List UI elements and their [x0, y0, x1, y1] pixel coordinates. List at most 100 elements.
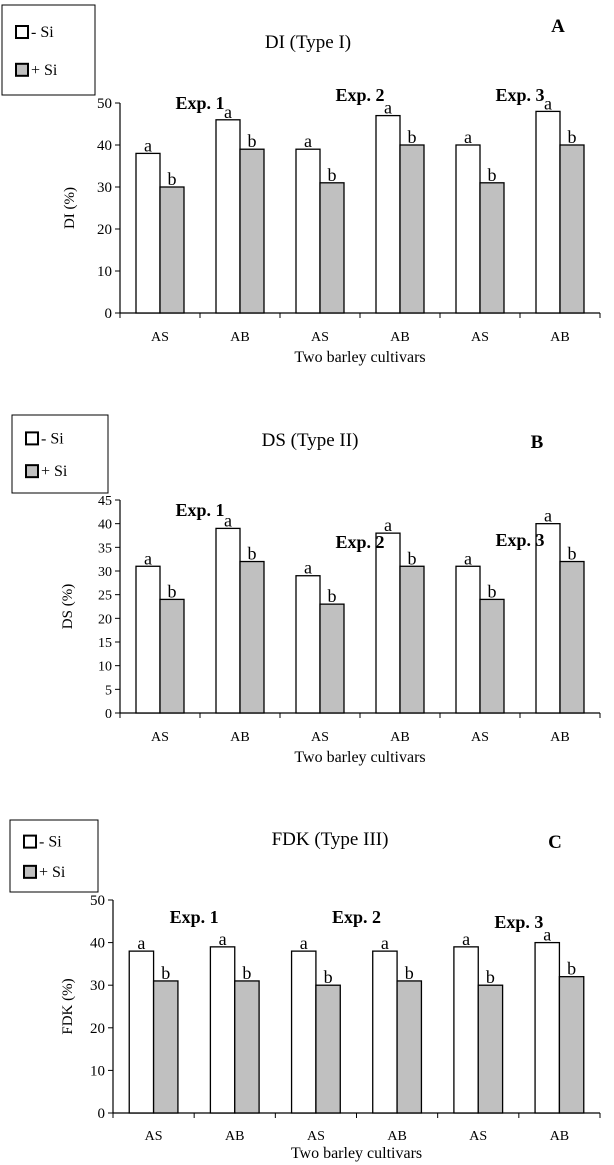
chart-panel-c: - Si + Si FDK (Type III) C 0 10 20 30 40 50 FDK (%… [0, 800, 614, 1165]
y-tick-label: 40 [90, 936, 105, 952]
y-tick-label: 0 [98, 1106, 106, 1122]
significance-letter: b [408, 127, 417, 147]
bar-minus-si [535, 110, 561, 314]
significance-letter: b [568, 544, 577, 564]
significance-letter: a [224, 510, 232, 530]
significance-letter: b [168, 581, 177, 601]
panel-letter: A [551, 16, 565, 37]
legend-label-minus-si: - Si [39, 834, 62, 851]
legend-label-plus-si: + Si [41, 463, 68, 480]
panel-letter: B [531, 432, 544, 453]
y-tick-label: 10 [98, 660, 112, 675]
y-tick-label: 20 [98, 612, 112, 627]
significance-letter: a [462, 929, 470, 949]
chart-title: DI (Type I) [265, 32, 351, 53]
legend-label-minus-si: - Si [31, 24, 54, 41]
significance-letter: a [384, 98, 392, 118]
legend-swatch-plus-si [25, 464, 39, 479]
x-tick-label: AS [151, 730, 169, 745]
y-tick-label: 45 [98, 494, 112, 509]
bar-plus-si [234, 980, 260, 1114]
y-tick-label: 30 [98, 565, 112, 580]
significance-letter: b [324, 967, 333, 987]
significance-letter: b [328, 586, 337, 606]
y-axis-label: DS (%) [60, 584, 76, 629]
significance-letter: a [137, 933, 145, 953]
significance-letter: b [488, 165, 497, 185]
experiment-label: Exp. 2 [335, 532, 384, 552]
y-tick-label: 15 [98, 636, 112, 651]
significance-letter: b [408, 548, 417, 568]
y-tick-label: 0 [105, 707, 112, 722]
bar-plus-si [315, 984, 341, 1114]
significance-letter: b [405, 963, 414, 983]
y-tick-label: 10 [90, 1063, 105, 1079]
y-tick-label: 5 [105, 683, 112, 698]
significance-letter: a [464, 127, 472, 147]
bar-minus-si [128, 950, 155, 1114]
y-tick-label: 30 [97, 180, 112, 196]
x-tick-label: AS [145, 1129, 163, 1144]
x-tick-label: AS [471, 330, 489, 345]
chart-title: DS (Type II) [262, 430, 359, 451]
x-axis-label: Two barley cultivars [294, 749, 425, 766]
bar-minus-si [453, 946, 479, 1114]
significance-letter: b [486, 967, 495, 987]
chart-title: FDK (Type III) [272, 829, 389, 850]
bar-plus-si [399, 144, 425, 314]
y-tick-label: 30 [90, 978, 105, 994]
x-tick-label: AB [550, 1129, 569, 1144]
x-tick-label: AS [311, 730, 329, 745]
significance-letter: b [242, 963, 251, 983]
significance-letter: a [304, 131, 312, 151]
bar-minus-si [215, 119, 241, 314]
bar-minus-si [372, 950, 398, 1114]
x-tick-label: AS [471, 730, 489, 745]
x-tick-label: AB [230, 330, 249, 345]
bar-plus-si [319, 182, 345, 314]
significance-letter: a [543, 925, 551, 945]
bar-plus-si [152, 980, 179, 1114]
experiment-label: Exp. 2 [335, 85, 384, 105]
significance-letter: b [328, 165, 337, 185]
x-tick-label: AS [311, 330, 329, 345]
bar-plus-si [159, 598, 185, 714]
bar-plus-si [239, 148, 265, 314]
significance-letter: b [248, 131, 257, 151]
bar-plus-si [159, 186, 185, 314]
bar-minus-si [535, 523, 561, 714]
bar-minus-si [295, 148, 321, 314]
chart-panel-b: - Si + Si DS (Type II) B 0 5 10 15 20 25 30 35 40 45 D… [0, 400, 614, 775]
x-axis-label: Two barley cultivars [294, 349, 425, 366]
significance-letter: a [224, 102, 232, 122]
significance-letter: b [568, 127, 577, 147]
experiment-label: Exp. 3 [494, 912, 543, 932]
legend-swatch-minus-si [25, 431, 39, 446]
significance-letter: a [300, 933, 308, 953]
bar-plus-si [239, 560, 265, 714]
bar-minus-si [209, 946, 236, 1114]
bar-plus-si [399, 565, 425, 714]
legend-box [9, 819, 99, 893]
significance-letter: b [567, 959, 576, 979]
bar-plus-si [479, 598, 505, 714]
bar-minus-si [455, 144, 481, 314]
significance-letter: a [304, 558, 312, 578]
bar-plus-si [559, 560, 585, 714]
bar-minus-si [455, 565, 481, 714]
bar-plus-si [319, 603, 345, 714]
chart-panel-a: - Si + Si DI (Type I) A 0 10 20 30 40 50 DI (%) AS A… [0, 0, 614, 385]
significance-letter: a [144, 135, 152, 155]
y-tick-label: 40 [97, 138, 112, 154]
significance-letter: a [544, 506, 552, 526]
legend-swatch-minus-si [23, 834, 37, 849]
bar-minus-si [375, 114, 401, 314]
significance-letter: a [384, 515, 392, 535]
x-tick-label: AB [387, 1129, 406, 1144]
chart-svg-c: - Si + Si FDK (Type III) C 0 10 20 30 40 50 FDK (%… [9, 819, 601, 1162]
experiment-label: Exp. 1 [175, 500, 224, 520]
panel-letter: C [548, 832, 562, 853]
bar-plus-si [396, 980, 423, 1114]
legend-swatch-minus-si [15, 25, 29, 39]
y-tick-label: 25 [98, 589, 112, 604]
